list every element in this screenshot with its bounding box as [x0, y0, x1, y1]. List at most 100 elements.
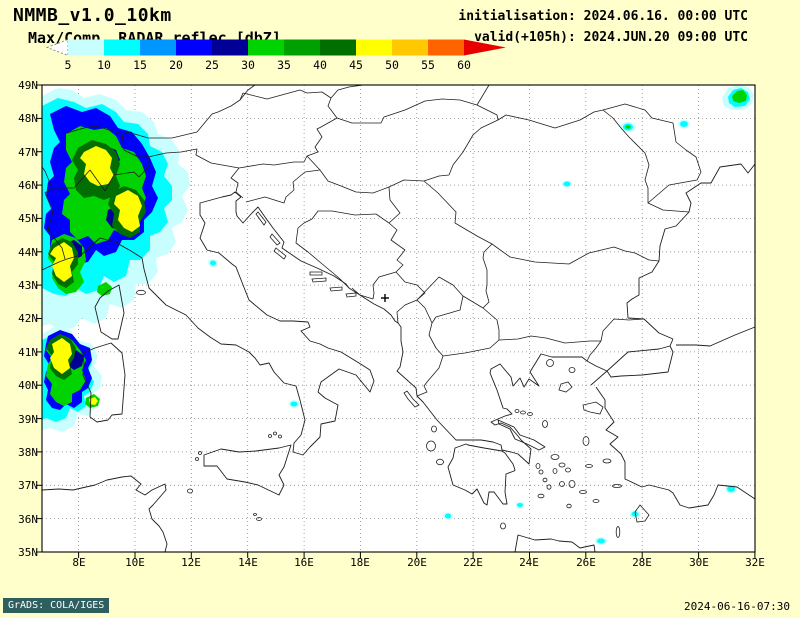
lat-label: 38N: [18, 446, 38, 459]
island-thasos: [546, 359, 554, 367]
lon-label: 14E: [238, 556, 258, 569]
axis-ticks: [36, 84, 756, 558]
island-pag: [269, 233, 281, 246]
island-brac: [309, 271, 323, 276]
coast-blacksea-turkey: [676, 326, 756, 347]
colorbar-segment: [248, 39, 284, 56]
island-karpathos: [615, 526, 621, 538]
lon-label: 28E: [632, 556, 652, 569]
lat-label: 47N: [18, 146, 38, 159]
colorbar-segment: [392, 39, 428, 56]
lon-label: 24E: [519, 556, 539, 569]
island-corsica: [94, 284, 125, 340]
lat-label: 37N: [18, 479, 38, 492]
colorbar-tick: 5: [64, 58, 72, 72]
island-mljet: [345, 292, 357, 298]
island-cres: [255, 211, 267, 226]
colorbar-segment: [104, 39, 140, 56]
colorbar-tick: 25: [205, 58, 219, 72]
island-samothrace: [568, 367, 576, 373]
colorbar-tick: 15: [133, 58, 147, 72]
lat-label: 45N: [18, 212, 38, 225]
island-samos: [602, 458, 612, 464]
lon-label: 32E: [745, 556, 765, 569]
lat-label: 44N: [18, 246, 38, 259]
lat-label: 46N: [18, 179, 38, 192]
colorbar-segment: [68, 39, 104, 56]
small-islands: [136, 211, 650, 538]
lon-label: 12E: [181, 556, 201, 569]
colorbar-tick: 35: [277, 58, 291, 72]
lat-label: 49N: [18, 79, 38, 92]
colorbar-under-arrow: [46, 39, 69, 57]
colorbar-tick: 20: [169, 58, 183, 72]
island-limnos: [558, 381, 573, 393]
country-borders: [41, 84, 702, 397]
island-dugi-otok: [273, 247, 287, 260]
colorbar-segment: [284, 39, 320, 56]
lat-label: 42N: [18, 312, 38, 325]
lon-label: 30E: [689, 556, 709, 569]
radar-level-45: [50, 146, 142, 405]
lat-label: 40N: [18, 379, 38, 392]
colorbar-segment: [356, 39, 392, 56]
coast-blacksea-west: [626, 163, 756, 340]
coast-east-adriatic-greece: [235, 196, 588, 465]
island-korcula: [329, 286, 343, 292]
radar-shading: [42, 85, 754, 545]
colorbar-tick: 55: [421, 58, 435, 72]
colorbar-tick: 60: [457, 58, 471, 72]
island-crete: [514, 534, 596, 553]
colorbar-tick: 30: [241, 58, 255, 72]
coast-bosphorus: [669, 338, 674, 347]
coast-italy: [41, 191, 375, 456]
lat-label: 43N: [18, 279, 38, 292]
colorbar-scale: [46, 39, 506, 57]
map-frame: [36, 84, 756, 558]
lat-label: 39N: [18, 413, 38, 426]
island-kythira: [500, 522, 506, 530]
lon-label: 22E: [463, 556, 483, 569]
island-corfu: [403, 390, 420, 408]
colorbar-segment: [212, 39, 248, 56]
lat-label: 35N: [18, 546, 38, 559]
island-zakynthos: [436, 458, 444, 466]
island-lesbos: [582, 401, 604, 415]
creation-timestamp: 2024-06-16-07:30: [684, 600, 790, 613]
coast-thrace-gallipoli: [586, 360, 608, 386]
lon-label: 18E: [350, 556, 370, 569]
lon-label: 20E: [407, 556, 427, 569]
coastlines: [41, 163, 756, 553]
lat-label: 36N: [18, 513, 38, 526]
island-kos: [612, 484, 622, 488]
island-kefalonia: [426, 440, 436, 452]
island-euboea: [497, 419, 546, 451]
island-sardinia: [82, 342, 126, 423]
island-malta: [256, 517, 262, 521]
colorbar-segment: [320, 39, 356, 56]
colorbar-segment: [140, 39, 176, 56]
coast-turkey-aegean: [595, 386, 756, 509]
init-time-label: initialisation: 2024.06.16. 00:00 UTC: [458, 9, 748, 24]
island-rhodes: [634, 504, 650, 523]
colorbar-segment: [428, 39, 464, 56]
graticule: [42, 85, 755, 552]
island-chios: [582, 436, 590, 446]
colorbar-segment: [176, 39, 212, 56]
island-pantelleria: [187, 488, 193, 494]
island-sicily: [203, 444, 292, 496]
colorbar-tick: 45: [349, 58, 363, 72]
coast-north-africa: [41, 475, 168, 553]
coast-marmara: [606, 345, 674, 378]
valid-time-label: valid(+105h): 2024.JUN.20 09:00 UTC: [474, 30, 748, 45]
colorbar-tick: 50: [385, 58, 399, 72]
colorbar-over-arrow: [464, 39, 506, 56]
lon-label: 26E: [576, 556, 596, 569]
island-lefkada: [431, 425, 437, 433]
lon-label: 10E: [125, 556, 145, 569]
grads-credit-badge: GrADS: COLA/IGES: [3, 598, 110, 613]
page-title: NMMB_v1.0_10km: [13, 5, 172, 26]
island-elba: [136, 289, 146, 296]
